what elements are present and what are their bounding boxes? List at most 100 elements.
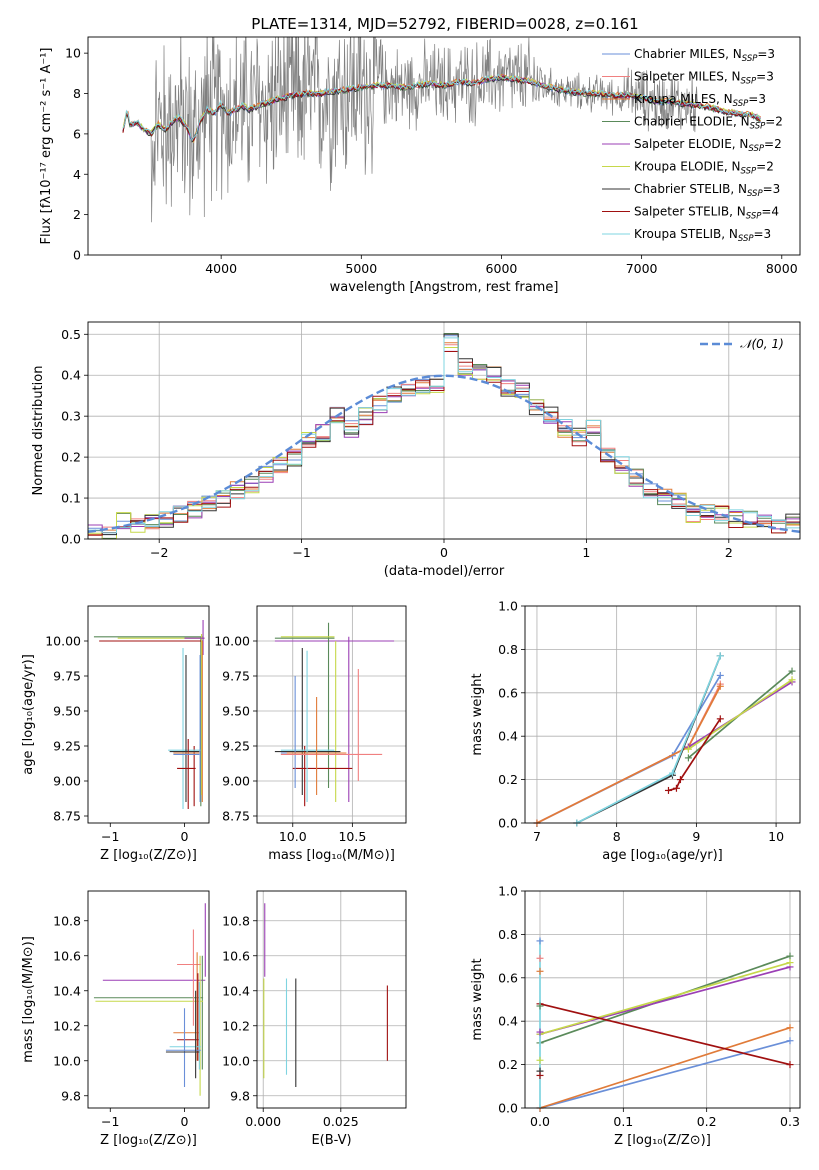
y-tick-label: 0.8 — [498, 642, 518, 657]
x-axis-label: E(B-V) — [311, 1133, 351, 1148]
axes-frame — [524, 605, 801, 824]
x-tick-label: 10.0 — [279, 829, 307, 844]
x-tick-label: 4000 — [205, 261, 237, 276]
axes-spectrum: 4000 5000 6000 7000 8000 0 2 4 6 8 10 wavelength [A… — [39, 36, 801, 295]
y-tick-label: 10.0 — [222, 1053, 250, 1068]
x-tick-label: 1 — [582, 545, 590, 560]
y-tick-label: 0.6 — [498, 970, 518, 985]
axes-frame — [256, 890, 407, 1109]
axes-weight_vs_age: 7 8 9 10 0.0 0.2 0.4 0.6 0.8 1.0 age [log₁₀(age/yr… — [470, 599, 801, 863]
y-tick-label: 9.75 — [53, 669, 81, 684]
y-tick-label: 9.50 — [222, 704, 250, 719]
y-tick-label: 0.4 — [61, 368, 81, 383]
x-axis-label: (data-model)/error — [384, 564, 505, 579]
y-tick-label: 10.2 — [53, 1018, 81, 1033]
legend-label: Chabrier MILES, NSSP=3 — [634, 47, 775, 64]
x-tick-label: −2 — [150, 545, 168, 560]
x-tick-label: 0.1 — [613, 1114, 633, 1129]
y-tick-label: 0.0 — [498, 816, 518, 831]
axes-frame — [524, 890, 801, 1109]
spectrum-model-kroupa-stelib — [122, 73, 761, 142]
legend-label: Chabrier ELODIE, NSSP=2 — [634, 115, 783, 132]
spectrum-legend: Chabrier MILES, NSSP=3 Salpeter MILES, NS… — [602, 47, 783, 244]
series-line-kroupa-elodie — [687, 679, 793, 750]
y-tick-label: 1.0 — [498, 884, 518, 899]
legend-label: Salpeter ELODIE, NSSP=2 — [634, 137, 782, 154]
histogram-kroupa-stelib — [88, 337, 800, 534]
y-tick-label: 4 — [73, 167, 81, 182]
spectrum-model-chabrier-stelib — [122, 75, 761, 143]
y-axis-label: Flux [fλ10⁻¹⁷ erg cm⁻² s⁻¹ A⁻¹] — [39, 48, 54, 245]
y-tick-label: 0.8 — [498, 927, 518, 942]
y-tick-label: 0.6 — [498, 685, 518, 700]
x-axis-label: age [log₁₀(age/yr)] — [602, 848, 723, 863]
x-axis-label: Z [log₁₀(Z/Z⊙)] — [614, 1133, 711, 1148]
x-tick-label: −1 — [292, 545, 310, 560]
y-tick-label: 0.4 — [498, 1014, 518, 1029]
legend-label: 𝒩(0, 1) — [740, 337, 784, 351]
y-tick-label: 10.4 — [222, 983, 250, 998]
y-tick-label: 1.0 — [498, 599, 518, 614]
y-tick-label: 0.2 — [61, 450, 81, 465]
x-axis-label: Z [log₁₀(Z/Z⊙)] — [100, 848, 197, 863]
y-tick-label: 9.00 — [222, 774, 250, 789]
y-tick-label: 10.8 — [222, 913, 250, 928]
series-line-salpeter-stelib — [668, 718, 722, 792]
y-tick-label: 9.8 — [61, 1088, 81, 1103]
y-axis-label: mass [log₁₀(M/M⊙)] — [21, 936, 36, 1063]
y-tick-label: 10 — [65, 46, 81, 61]
y-tick-label: 8.75 — [222, 809, 250, 824]
y-tick-label: 10.6 — [53, 948, 81, 963]
y-axis-label: Normed distribution — [31, 366, 46, 496]
x-tick-label: 0 — [440, 545, 448, 560]
axes-residuals: −2 −1 0 1 2 0.0 0.1 0.2 0.3 0.4 0.5 (data-model)/er… — [31, 321, 801, 579]
x-tick-label: 0 — [181, 829, 189, 844]
x-axis-label: Z [log₁₀(Z/Z⊙)] — [100, 1133, 197, 1148]
y-tick-label: 10.00 — [214, 634, 250, 649]
x-tick-label: 8000 — [766, 261, 798, 276]
y-axis-label: mass weight — [470, 958, 485, 1040]
y-tick-label: 10.2 — [222, 1018, 250, 1033]
x-axis-label: wavelength [Angstrom, rest frame] — [330, 280, 559, 295]
y-tick-label: 0.4 — [498, 729, 518, 744]
axes-frame — [87, 890, 210, 1109]
y-tick-label: 0 — [73, 248, 81, 263]
y-tick-label: 6 — [73, 126, 81, 141]
y-tick-label: 9.25 — [53, 739, 81, 754]
x-tick-label: 0 — [181, 1114, 189, 1129]
axes-mass_vs_Z: −1 0 9.8 10.0 10.2 10.4 10.6 10.8 Z [log₁₀(Z/Z⊙)… — [21, 890, 210, 1148]
axes-frame — [256, 605, 407, 824]
y-tick-label: 9.00 — [53, 774, 81, 789]
y-axis-label: mass weight — [470, 673, 485, 755]
series-line-kroupa-elodie — [539, 961, 791, 1036]
x-tick-label: 2 — [725, 545, 733, 560]
y-axis-label: age [log₁₀(age/yr)] — [21, 654, 36, 775]
x-tick-label: −1 — [101, 829, 119, 844]
legend-label: Salpeter STELIB, NSSP=4 — [634, 205, 779, 222]
y-tick-label: 10.00 — [45, 634, 81, 649]
legend-label: Chabrier STELIB, NSSP=3 — [634, 182, 780, 199]
y-tick-label: 8 — [73, 86, 81, 101]
series-line-salpeter-stelib — [539, 1002, 791, 1066]
axes-mass_vs_ebv: 0.000 0.025 9.8 10.0 10.2 10.4 10.6 10.8 E(B-V) — [222, 890, 407, 1148]
series-line-kroupa-miles — [539, 1026, 791, 1109]
y-tick-label: 9.50 — [53, 704, 81, 719]
legend-label: Kroupa ELODIE, NSSP=2 — [634, 160, 774, 177]
y-tick-label: 9.25 — [222, 739, 250, 754]
spectrum-plot — [122, 37, 761, 223]
normal-curve — [87, 374, 801, 533]
x-tick-label: 0.025 — [323, 1114, 359, 1129]
series-line-chabrier-miles — [539, 1039, 791, 1109]
y-tick-label: 0.5 — [61, 327, 81, 342]
y-tick-label: 10.4 — [53, 983, 81, 998]
legend-label: Kroupa STELIB, NSSP=3 — [634, 227, 771, 244]
y-tick-label: 0.2 — [498, 1057, 518, 1072]
axes-weight_vs_Z: 0.0 0.1 0.2 0.3 0.0 0.2 0.4 0.6 0.8 1.0 Z [log₁₀(Z… — [470, 884, 801, 1148]
legend-label: Salpeter MILES, NSSP=3 — [634, 70, 774, 87]
y-tick-label: 2 — [73, 207, 81, 222]
y-tick-label: 9.75 — [222, 669, 250, 684]
residual-plot — [87, 333, 801, 540]
x-tick-label: 9 — [692, 829, 700, 844]
